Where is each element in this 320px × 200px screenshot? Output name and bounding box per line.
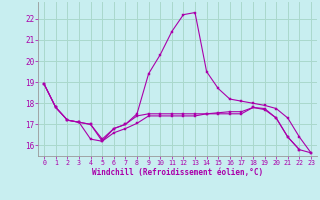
X-axis label: Windchill (Refroidissement éolien,°C): Windchill (Refroidissement éolien,°C) — [92, 168, 263, 177]
